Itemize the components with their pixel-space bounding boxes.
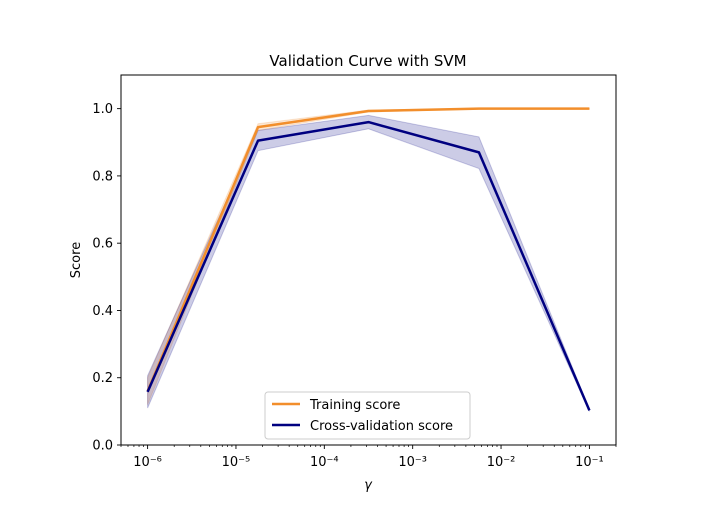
x-tick-label: 10⁻³ xyxy=(398,455,427,470)
x-axis-ticks: 10⁻⁶ 10⁻⁵ 10⁻⁴ 10⁻³ 10⁻² 10⁻¹ xyxy=(120,445,617,470)
x-tick-label: 10⁻¹ xyxy=(575,455,604,470)
legend-label-training: Training score xyxy=(309,398,400,413)
y-axis-label: Score xyxy=(69,242,84,278)
y-tick-label: 0.4 xyxy=(92,304,113,319)
y-tick-label: 0.6 xyxy=(92,237,113,252)
x-tick-label: 10⁻⁵ xyxy=(222,455,251,470)
plot-frame xyxy=(120,74,617,446)
line-cross-validation xyxy=(146,120,591,411)
legend-box xyxy=(264,391,471,440)
legend: Training score Cross-validation score xyxy=(264,391,471,440)
series-lines xyxy=(146,107,591,411)
y-tick-label: 0.2 xyxy=(92,371,113,386)
x-tick-label: 10⁻⁴ xyxy=(310,455,339,470)
x-axis-label: γ xyxy=(364,478,373,493)
y-tick-label: 1.0 xyxy=(92,102,113,117)
band-cross-validation xyxy=(147,114,590,412)
legend-label-cross-validation: Cross-validation score xyxy=(310,419,453,434)
chart-title: Validation Curve with SVM xyxy=(269,52,466,70)
x-tick-label: 10⁻⁶ xyxy=(133,455,162,470)
line-training xyxy=(146,107,590,392)
x-tick-label: 10⁻² xyxy=(487,455,516,470)
y-axis-ticks: 0.0 0.2 0.4 0.6 0.8 1.0 xyxy=(92,102,121,454)
y-tick-label: 0.8 xyxy=(92,169,113,184)
y-tick-label: 0.0 xyxy=(92,439,113,454)
